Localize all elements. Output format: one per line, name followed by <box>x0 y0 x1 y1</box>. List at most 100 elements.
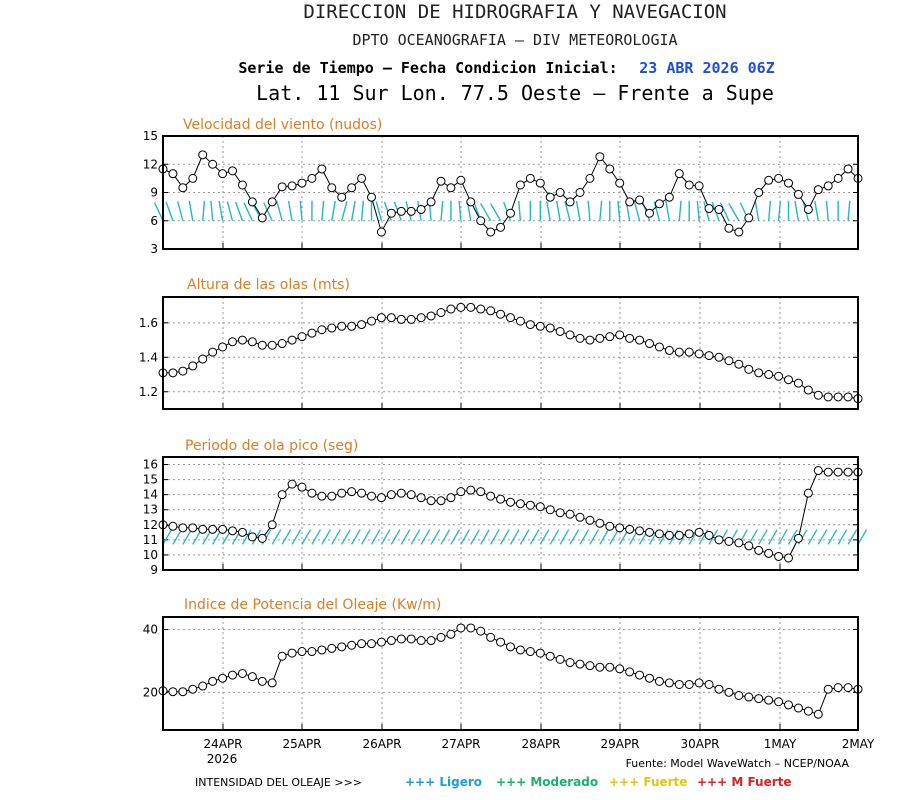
data-point <box>823 392 833 402</box>
wave-direction-arrow <box>182 529 192 545</box>
data-point <box>496 309 506 319</box>
plot-frame <box>162 456 859 571</box>
data-point <box>674 169 684 179</box>
data-point <box>555 654 565 664</box>
data-point <box>843 467 853 477</box>
wave-direction-arrow <box>539 529 550 545</box>
wave-direction-arrow <box>351 529 361 545</box>
data-point <box>615 178 625 188</box>
data-point <box>347 183 357 193</box>
wind-direction-arrow <box>794 200 800 221</box>
data-point <box>595 333 605 343</box>
data-point <box>426 496 436 506</box>
series-label: Serie de Tiempo – Fecha Condicion Inicia… <box>238 59 617 77</box>
wind-direction-arrow <box>234 201 244 221</box>
data-point <box>694 527 704 537</box>
data-point <box>793 189 803 199</box>
data-point <box>168 521 178 531</box>
wind-direction-arrow <box>825 200 829 221</box>
data-point <box>565 509 575 519</box>
data-point <box>615 664 625 674</box>
data-point <box>635 526 645 536</box>
data-point <box>833 467 843 477</box>
plot-frame <box>162 616 859 731</box>
location-line: Lat. 11 Sur Lon. 77.5 Oeste – Frente a S… <box>256 81 774 105</box>
wave-direction-arrow <box>241 529 252 545</box>
data-point <box>376 637 386 647</box>
data-point <box>347 640 357 650</box>
data-point <box>237 180 247 190</box>
data-point <box>307 488 317 498</box>
data-point <box>784 553 793 563</box>
data-point <box>535 648 545 658</box>
data-point <box>317 645 327 655</box>
wave-direction-arrow <box>361 529 371 545</box>
data-point <box>704 351 714 361</box>
data-point <box>257 340 267 350</box>
data-point <box>565 330 575 340</box>
wave-direction-arrow <box>291 529 302 545</box>
wind-direction-arrow <box>678 200 682 221</box>
data-point <box>595 518 605 528</box>
y-tick-label: 16 <box>143 458 158 472</box>
data-point <box>496 494 506 504</box>
data-point <box>466 623 476 633</box>
y-tick-label: 11 <box>143 533 158 547</box>
data-point <box>237 527 247 537</box>
x-tick-label: 29APR <box>600 737 639 751</box>
data-point <box>704 530 714 540</box>
data-point <box>367 192 376 202</box>
legend-ligero: +++ Ligero <box>405 775 482 789</box>
data-point <box>515 316 525 326</box>
data-point <box>605 521 615 531</box>
wave-direction-arrow <box>470 529 480 545</box>
data-point <box>228 670 237 680</box>
data-point <box>744 692 754 702</box>
wave-direction-arrow <box>857 529 868 545</box>
panel-title-wave-power: Indice de Potencia del Oleaje (Kw/m) <box>184 597 441 613</box>
data-point <box>525 500 535 510</box>
data-point <box>188 523 198 533</box>
wind-direction-arrow <box>617 200 621 221</box>
data-point <box>674 347 684 357</box>
data-point <box>813 709 823 719</box>
data-point <box>515 180 525 190</box>
data-point <box>287 648 297 658</box>
y-tick-label: 15 <box>143 473 158 487</box>
wind-direction-arrow <box>546 200 551 221</box>
data-point <box>774 551 784 561</box>
data-point <box>376 227 386 237</box>
wind-direction-arrow <box>210 200 214 221</box>
data-point <box>466 485 476 495</box>
data-point <box>357 320 367 330</box>
wind-direction-arrow <box>341 201 348 221</box>
wind-direction-arrow <box>331 200 336 221</box>
wave-direction-arrow <box>509 529 520 545</box>
data-point <box>178 687 188 697</box>
wind-direction-arrow <box>226 201 234 221</box>
data-point <box>803 706 813 716</box>
y-tick-label: 15 <box>143 129 158 143</box>
wave-direction-arrow <box>162 529 173 545</box>
data-point <box>793 378 803 388</box>
wave-direction-arrow <box>380 529 391 545</box>
data-point <box>833 173 843 183</box>
series-line <box>162 627 859 715</box>
data-point <box>714 535 724 545</box>
series-line <box>162 470 858 559</box>
data-point <box>565 197 575 207</box>
data-point <box>208 676 218 686</box>
data-point <box>684 347 694 357</box>
data-point <box>327 183 337 193</box>
data-point <box>654 529 664 539</box>
data-point <box>317 164 327 174</box>
data-point <box>476 216 486 226</box>
data-point <box>744 364 754 374</box>
data-point <box>376 313 386 323</box>
data-point <box>337 321 347 331</box>
data-point <box>416 313 426 323</box>
data-point <box>178 183 188 193</box>
x-year-label: 2026 <box>207 752 238 766</box>
data-point <box>764 548 774 558</box>
data-point <box>476 304 486 314</box>
